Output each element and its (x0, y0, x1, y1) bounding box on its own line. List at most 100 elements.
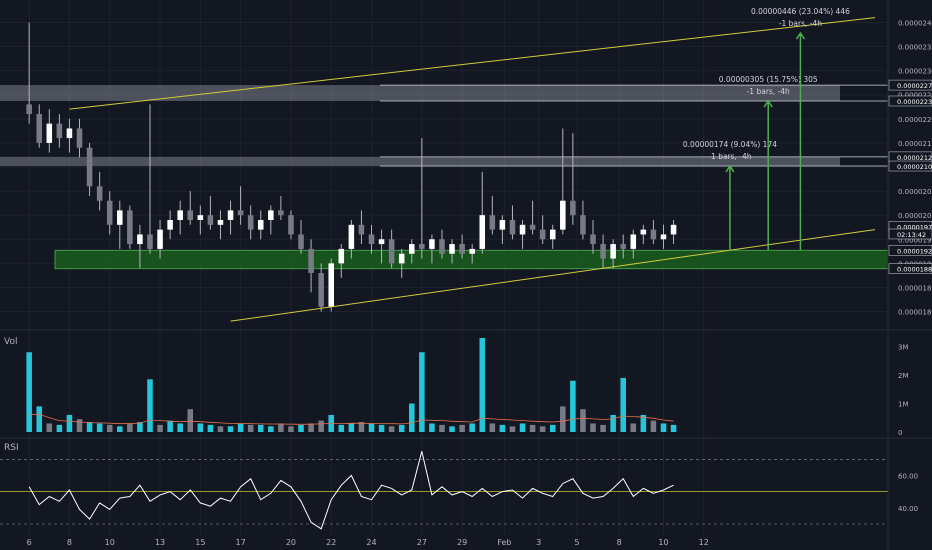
target-arrow-head (763, 99, 773, 108)
volume-bar (298, 424, 304, 432)
candle-body (86, 147, 93, 187)
candle-body (137, 234, 143, 245)
candle-body (489, 215, 496, 230)
target-sublabel: -1 bars, -4h (708, 152, 751, 161)
target-label: 0.00000174 (9.04%) 174 (683, 140, 777, 149)
volume-bar (449, 426, 455, 432)
candle-body (26, 104, 32, 114)
candle-body (227, 210, 234, 220)
volume-bar (620, 377, 626, 432)
volume-bar (36, 406, 43, 432)
volume-bar (288, 426, 294, 432)
volume-bar (127, 423, 133, 432)
y-tick-label: 0.00002050 (898, 188, 932, 196)
candle-body (600, 244, 606, 259)
rsi-pane (0, 451, 888, 530)
candle-body (177, 210, 183, 220)
y-tick-label: 0.00002350 (898, 44, 932, 52)
candle-body (630, 234, 637, 249)
volume-bar (56, 424, 63, 432)
volume-bar (338, 424, 345, 432)
volume-bar (509, 426, 516, 432)
volume-bar (650, 420, 657, 432)
price-axis[interactable]: 0.00002400 0.00002350 0.00002300 0.00002250… (888, 19, 932, 513)
candle-body (318, 273, 324, 307)
candle-body (620, 244, 626, 249)
time-axis[interactable]: 6 8 10 13 15 17 20 22 24 27 29 Feb 3 5 8 10 12 (27, 538, 709, 547)
candle-body (328, 263, 334, 307)
volume-bar (318, 420, 324, 432)
x-tick-label: 8 (617, 538, 622, 547)
volume-bar (117, 426, 123, 432)
volume-bar (358, 422, 365, 432)
price-tag-box (888, 228, 932, 240)
candle-body (117, 210, 123, 225)
volume-ma-line (29, 413, 674, 425)
volume-bar (137, 422, 143, 432)
trendline-upper (69, 17, 875, 110)
volume-bar (207, 424, 214, 432)
candle-body (519, 224, 526, 235)
volume-bar (570, 380, 576, 432)
candle-body (479, 215, 486, 249)
price-tag-label: 0.00001889 (897, 266, 932, 274)
x-tick-label: 6 (27, 538, 32, 547)
candle-body (529, 224, 536, 230)
y-tick-label: 0.00001850 (898, 284, 932, 292)
volume-bar (66, 414, 73, 432)
volume-bar (409, 403, 415, 432)
x-tick-label: 22 (326, 538, 336, 547)
x-tick-label: 10 (658, 538, 668, 547)
volume-bar (499, 424, 506, 432)
candle-body (650, 229, 657, 240)
rsi-tick-label: 60.00 (898, 473, 918, 481)
volume-bar (167, 420, 173, 432)
price-zones (0, 84, 889, 270)
target-label: 0.00000305 (15.75%) 305 (719, 75, 818, 84)
y-tick-label: 0.00001800 (898, 309, 932, 317)
price-tag-box (888, 160, 932, 172)
candle-body (358, 224, 365, 235)
candle-body (56, 123, 63, 139)
volume-bar (529, 424, 536, 432)
price-tag-label: 0.00002237 (897, 98, 932, 106)
volume-bar (489, 423, 496, 432)
candle-body (308, 248, 314, 273)
x-tick-label: 17 (236, 538, 246, 547)
candle-body (147, 234, 153, 249)
volume-bar (227, 426, 234, 432)
x-tick-label: 8 (67, 538, 72, 547)
volume-bar (348, 423, 355, 432)
volume-bar (197, 423, 204, 432)
volume-bar (590, 423, 596, 432)
volume-bar (177, 423, 183, 432)
candle-body (187, 210, 194, 220)
volume-bar (26, 352, 32, 432)
price-tag-box (888, 263, 932, 274)
target-label: 0.00000446 (23.04%) 446 (751, 7, 850, 16)
candle-body (197, 215, 204, 220)
volume-bar (86, 422, 93, 432)
candle-body (338, 248, 345, 264)
x-tick-label: 13 (155, 538, 165, 547)
volume-bar (157, 424, 163, 432)
volume-bar (560, 406, 566, 432)
target-arrow-head (725, 164, 735, 173)
y-tick-label: 0.00002200 (898, 116, 932, 124)
x-tick-label: 5 (574, 538, 579, 547)
volume-bar (640, 414, 647, 432)
x-tick-label: Feb (497, 538, 511, 547)
volume-bar (378, 424, 385, 432)
volume-bar (439, 424, 445, 432)
rsi-pane-label: RSI (4, 443, 19, 453)
volume-tick-label: 3M (898, 344, 909, 352)
volume-bar (660, 423, 667, 432)
volume-pane (26, 338, 677, 432)
price-tag-label: 0.00001927 (897, 247, 932, 255)
volume-bar (268, 426, 274, 432)
volume-bar (308, 423, 314, 432)
volume-bar (217, 426, 224, 432)
